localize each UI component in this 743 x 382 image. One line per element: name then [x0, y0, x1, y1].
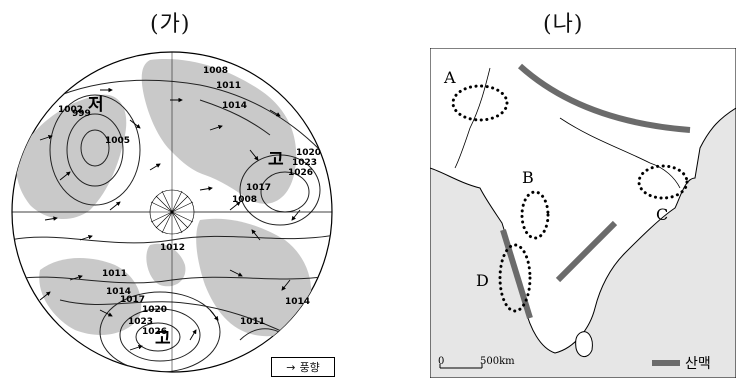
scale-start: 0: [438, 356, 444, 367]
isobar-label: 1005: [105, 136, 130, 146]
isobar-label: 1011: [102, 269, 127, 279]
panel-na-title: (나): [543, 12, 584, 37]
low-pressure-label: 저: [88, 95, 104, 115]
isobar-label: 1008: [232, 195, 257, 205]
region-label-a: A: [443, 68, 456, 87]
isobar-label: 1011: [240, 317, 265, 327]
isobar-label: 1014: [106, 287, 131, 297]
isobar-label: 1014: [222, 101, 247, 111]
mountain-legend: 산맥: [652, 356, 711, 372]
region-label-c: C: [656, 205, 668, 224]
high-pressure-label-north: 고: [268, 150, 284, 170]
rivers: [454, 67, 681, 189]
mountain-ranges: [500, 63, 691, 319]
arrow-right-icon: →: [286, 360, 296, 374]
legend-label: 풍향: [299, 361, 320, 374]
dotted-regions: [451, 84, 689, 313]
isobar-label: 1017: [246, 183, 271, 193]
scale-bar: 0 500km: [438, 356, 515, 369]
isobar-label: 999: [72, 109, 91, 119]
isobar-label: 1008: [203, 66, 228, 76]
isobar-label: 1026: [288, 168, 313, 178]
isobar-label: 1020: [296, 148, 321, 158]
wind-arrows: [39, 87, 301, 351]
isobar-label: 1012: [160, 243, 185, 253]
isobar-label: 1011: [216, 81, 241, 91]
isobar-label: 1023: [128, 317, 153, 327]
isobar-label: 1014: [285, 297, 310, 307]
land-masses: [12, 52, 332, 372]
panel-ga-title: (가): [150, 12, 191, 37]
wind-direction-legend: → 풍향: [271, 357, 335, 377]
legend-label: 산맥: [685, 356, 711, 372]
isobar-label: 1023: [292, 158, 317, 168]
region-label-b: B: [522, 168, 534, 187]
region-label-d: D: [476, 271, 489, 290]
scale-end: 500km: [480, 356, 515, 367]
isobar-label: 1017: [120, 295, 145, 305]
south-asia-map: A B C D 0 500km 산맥: [430, 48, 736, 378]
polar-weather-map: 저 고 고 1008 1011 1014 999 1002 1005 1020 …: [11, 51, 333, 373]
isobar-label: 1002: [58, 105, 83, 115]
pole-grid: [149, 189, 195, 235]
sri-lanka: [575, 331, 593, 357]
high-pressure-label-south: 고: [155, 329, 171, 349]
isobar-label: 1026: [142, 327, 167, 337]
isobar-label: 1020: [142, 305, 167, 315]
